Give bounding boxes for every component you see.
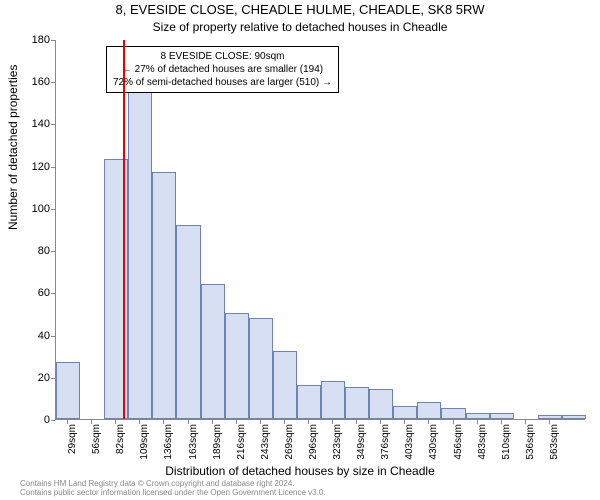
y-tick-label: 180 — [20, 34, 50, 46]
histogram-bar — [176, 225, 200, 419]
x-tick-mark — [356, 420, 357, 424]
x-tick-mark — [525, 420, 526, 424]
x-tick-mark — [67, 420, 68, 424]
y-tick-label: 60 — [20, 287, 50, 299]
histogram-bar — [538, 415, 562, 419]
x-tick-mark — [115, 420, 116, 424]
histogram-bar — [345, 387, 369, 419]
x-tick-mark — [236, 420, 237, 424]
annotation-box: 8 EVESIDE CLOSE: 90sqm ← 27% of detached… — [106, 46, 339, 93]
x-tick-label: 403sqm — [404, 424, 415, 464]
x-tick-label: 136sqm — [163, 424, 174, 464]
footer-attribution: Contains HM Land Registry data © Crown c… — [20, 479, 326, 498]
x-tick-mark — [308, 420, 309, 424]
x-tick-mark — [428, 420, 429, 424]
x-tick-label: 349sqm — [356, 424, 367, 464]
histogram-bar — [297, 385, 321, 419]
y-tick-label: 140 — [20, 118, 50, 130]
x-tick-mark — [163, 420, 164, 424]
x-tick-mark — [549, 420, 550, 424]
y-tick-label: 100 — [20, 203, 50, 215]
histogram-bar — [417, 402, 441, 419]
reference-line — [123, 40, 125, 419]
x-tick-mark — [260, 420, 261, 424]
histogram-bar — [562, 415, 586, 419]
y-tick-label: 0 — [20, 414, 50, 426]
x-tick-label: 430sqm — [428, 424, 439, 464]
x-tick-label: 510sqm — [501, 424, 512, 464]
x-tick-mark — [477, 420, 478, 424]
x-tick-label: 56sqm — [91, 424, 102, 464]
x-tick-label: 82sqm — [115, 424, 126, 464]
annotation-line2: ← 27% of detached houses are smaller (19… — [113, 63, 332, 76]
histogram-bar — [56, 362, 80, 419]
histogram-bar — [441, 408, 465, 419]
histogram-bar — [273, 351, 297, 419]
x-tick-mark — [212, 420, 213, 424]
x-tick-mark — [501, 420, 502, 424]
histogram-bar — [201, 284, 225, 419]
histogram-bar — [249, 318, 273, 419]
x-tick-label: 243sqm — [260, 424, 271, 464]
x-tick-label: 269sqm — [284, 424, 295, 464]
histogram-bar — [225, 313, 249, 419]
x-tick-label: 563sqm — [549, 424, 560, 464]
x-tick-label: 189sqm — [212, 424, 223, 464]
x-tick-mark — [453, 420, 454, 424]
chart-title-sub: Size of property relative to detached ho… — [0, 20, 600, 34]
histogram-bar — [466, 413, 490, 419]
y-tick-mark — [51, 420, 55, 421]
x-tick-label: 109sqm — [139, 424, 150, 464]
plot-area: 8 EVESIDE CLOSE: 90sqm ← 27% of detached… — [55, 40, 585, 420]
histogram-bar — [490, 413, 514, 419]
annotation-line1: 8 EVESIDE CLOSE: 90sqm — [113, 50, 332, 63]
property-size-chart: 8, EVESIDE CLOSE, CHEADLE HULME, CHEADLE… — [0, 0, 600, 500]
x-tick-label: 376sqm — [380, 424, 391, 464]
x-tick-label: 323sqm — [332, 424, 343, 464]
x-tick-mark — [91, 420, 92, 424]
y-axis-label: Number of detached properties — [6, 65, 20, 230]
histogram-bar — [393, 406, 417, 419]
x-tick-mark — [380, 420, 381, 424]
x-tick-mark — [332, 420, 333, 424]
x-tick-label: 163sqm — [188, 424, 199, 464]
histogram-bar — [321, 381, 345, 419]
x-tick-mark — [139, 420, 140, 424]
x-tick-label: 536sqm — [525, 424, 536, 464]
y-tick-label: 40 — [20, 330, 50, 342]
x-tick-label: 456sqm — [453, 424, 464, 464]
x-tick-label: 29sqm — [67, 424, 78, 464]
y-tick-label: 20 — [20, 372, 50, 384]
footer-line2: Contains public sector information licen… — [20, 488, 326, 498]
chart-title-main: 8, EVESIDE CLOSE, CHEADLE HULME, CHEADLE… — [0, 2, 600, 17]
histogram-bar — [128, 64, 152, 419]
x-axis-label: Distribution of detached houses by size … — [0, 464, 600, 478]
x-tick-mark — [188, 420, 189, 424]
histogram-bar — [152, 172, 176, 419]
annotation-line3: 72% of semi-detached houses are larger (… — [113, 76, 332, 89]
x-tick-mark — [284, 420, 285, 424]
x-tick-mark — [404, 420, 405, 424]
y-tick-label: 120 — [20, 161, 50, 173]
footer-line1: Contains HM Land Registry data © Crown c… — [20, 479, 326, 489]
x-tick-label: 483sqm — [477, 424, 488, 464]
y-tick-label: 80 — [20, 245, 50, 257]
x-tick-label: 216sqm — [236, 424, 247, 464]
y-tick-label: 160 — [20, 76, 50, 88]
x-tick-label: 296sqm — [308, 424, 319, 464]
histogram-bar — [369, 389, 393, 419]
